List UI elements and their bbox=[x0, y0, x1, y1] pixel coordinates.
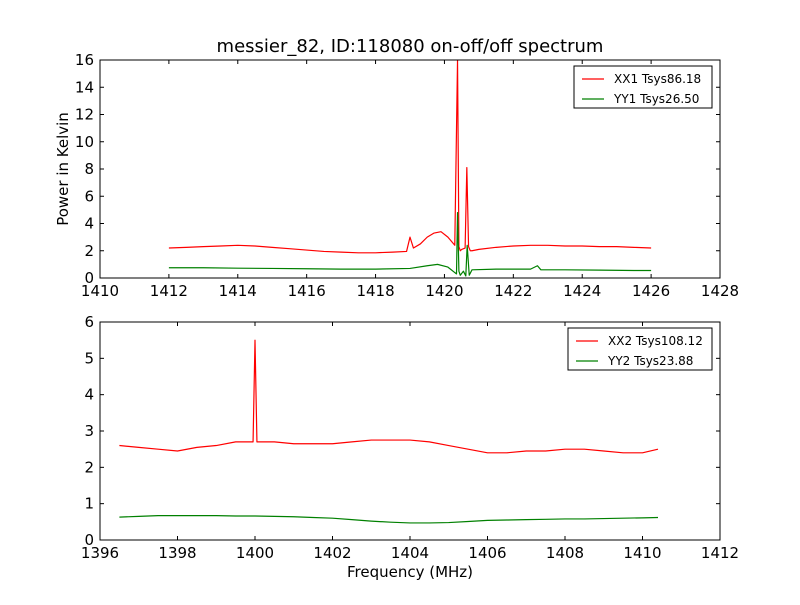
x-tick-label: 1406 bbox=[468, 544, 506, 562]
y-tick-label: 4 bbox=[84, 215, 94, 233]
y-tick-label: 4 bbox=[84, 386, 94, 404]
legend-label: YY1 Tsys26.50 bbox=[613, 92, 699, 106]
x-tick-label: 1400 bbox=[236, 544, 274, 562]
y-tick-label: 2 bbox=[84, 242, 94, 260]
series-line-yy-panel-2 bbox=[119, 515, 659, 524]
x-tick-label: 1418 bbox=[356, 282, 394, 300]
y-tick-label: 3 bbox=[84, 422, 94, 440]
x-tick-label: 1398 bbox=[158, 544, 196, 562]
x-tick-label: 1422 bbox=[494, 282, 532, 300]
legend-box bbox=[567, 327, 713, 371]
series-line-yy-panel-1 bbox=[168, 212, 652, 277]
x-tick-label: 1414 bbox=[219, 282, 257, 300]
panel-1: 1410 1412 1414 1416 1418 1420 1422 1424 1426 1428… bbox=[75, 51, 739, 300]
y-tick-label: 0 bbox=[84, 531, 94, 549]
y-tick-label: 10 bbox=[75, 133, 94, 151]
legend-panel-1: XX1 Tsys86.18 YY1 Tsys26.50 bbox=[573, 65, 713, 109]
chart-title: messier_82, ID:118080 on-off/off spectru… bbox=[217, 36, 604, 57]
y-tick-label: 16 bbox=[75, 51, 94, 69]
x-tick-label: 1412 bbox=[150, 282, 188, 300]
legend-label: YY2 Tsys23.88 bbox=[607, 354, 693, 368]
y-tick-label: 6 bbox=[84, 187, 94, 205]
x-tick-label: 1426 bbox=[632, 282, 670, 300]
x-tick-label: 1408 bbox=[546, 544, 584, 562]
x-tick-label: 1420 bbox=[425, 282, 463, 300]
series-line-xx-panel-2 bbox=[119, 339, 659, 454]
y-tick-label: 0 bbox=[84, 269, 94, 287]
x-tick-label: 1424 bbox=[563, 282, 601, 300]
legend-label: XX2 Tsys108.12 bbox=[608, 334, 703, 348]
y-tick-label: 1 bbox=[84, 495, 94, 513]
x-tick-label: 1410 bbox=[81, 282, 119, 300]
x-tick-label: 1396 bbox=[81, 544, 119, 562]
x-axis-label: Frequency (MHz) bbox=[347, 563, 473, 581]
legend-box bbox=[573, 65, 713, 109]
series-line-xx-panel-1 bbox=[168, 60, 652, 254]
x-tick-label: 1402 bbox=[313, 544, 351, 562]
legend-label: XX1 Tsys86.18 bbox=[614, 72, 701, 86]
y-tick-label: 6 bbox=[84, 313, 94, 331]
x-tick-label: 1404 bbox=[391, 544, 429, 562]
y-tick-label: 14 bbox=[75, 78, 94, 96]
y-tick-label: 8 bbox=[84, 160, 94, 178]
x-tick-label: 1416 bbox=[288, 282, 326, 300]
legend-panel-2: XX2 Tsys108.12 YY2 Tsys23.88 bbox=[567, 327, 713, 371]
y-tick-label: 2 bbox=[84, 458, 94, 476]
y-tick-label: 5 bbox=[84, 349, 94, 367]
x-tick-label: 1412 bbox=[701, 544, 739, 562]
panel-2: 1396 1398 1400 1402 1404 1406 1408 1410 1412 0 1 2 3… bbox=[81, 313, 739, 562]
y-tick-label: 12 bbox=[75, 106, 94, 124]
x-tick-label: 1410 bbox=[623, 544, 661, 562]
y-axis-label: Power in Kelvin bbox=[54, 112, 72, 226]
x-tick-label: 1428 bbox=[701, 282, 739, 300]
